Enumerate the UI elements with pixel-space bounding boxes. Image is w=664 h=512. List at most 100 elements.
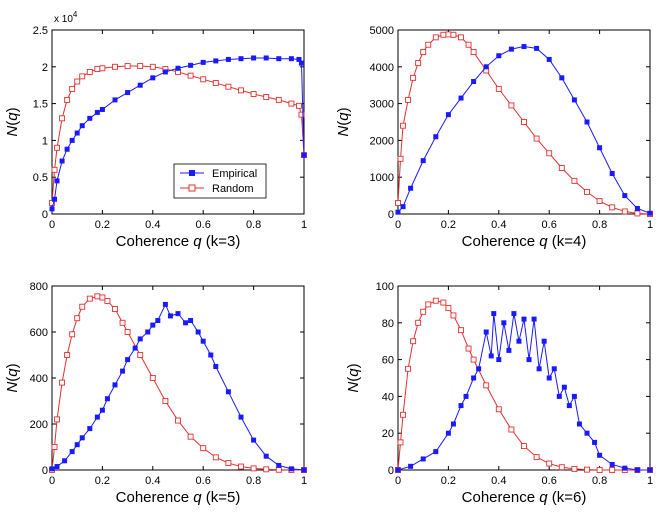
- data-point-empirical-k6: [592, 439, 598, 445]
- y-tick-label-k4: 2000: [370, 135, 394, 147]
- x-tick-label-k3: 0.8: [246, 219, 261, 231]
- data-point-random-k5: [263, 466, 270, 473]
- data-point-empirical-k3: [52, 196, 58, 202]
- y-axis-label-k6: N(q): [345, 363, 362, 392]
- data-point-random-k5: [119, 319, 126, 326]
- data-point-random-k6: [533, 454, 540, 461]
- data-point-empirical-k3: [188, 62, 194, 68]
- data-point-empirical-k3: [54, 178, 60, 184]
- data-point-empirical-k5: [251, 437, 257, 443]
- data-point-random-k4: [440, 31, 447, 38]
- data-point-random-k3: [86, 68, 93, 75]
- y-tick-label-k3: 0: [42, 209, 48, 221]
- y-tick-label-k3: 1: [42, 135, 48, 147]
- data-point-random-k6: [483, 382, 490, 389]
- data-point-random-k5: [54, 416, 60, 423]
- x-tick-label-k4: 0.6: [542, 219, 557, 231]
- data-point-empirical-k5: [301, 467, 307, 473]
- data-point-random-k6: [440, 299, 447, 306]
- data-point-random-k5: [51, 444, 58, 450]
- data-point-empirical-k6: [561, 384, 567, 390]
- data-point-empirical-k5: [213, 364, 219, 369]
- data-point-random-k6: [450, 312, 457, 319]
- data-point-empirical-k5: [175, 311, 181, 317]
- data-point-empirical-k5: [288, 466, 294, 472]
- data-point-empirical-k3: [150, 75, 156, 81]
- data-point-empirical-k5: [162, 301, 168, 307]
- data-point-empirical-k6: [483, 329, 489, 335]
- data-point-empirical-k5: [94, 414, 100, 420]
- data-point-empirical-k5: [276, 462, 282, 468]
- data-point-random-k5: [250, 465, 257, 472]
- data-point-random-k6: [425, 301, 432, 308]
- data-point-empirical-k4: [647, 210, 653, 216]
- y-tick-label-k5: 0: [42, 465, 48, 477]
- series-k6: [395, 297, 653, 473]
- data-point-empirical-k5: [74, 442, 80, 448]
- data-point-random-k5: [162, 398, 169, 404]
- y-ticks-k5: 0 200 400 600 800: [30, 281, 304, 477]
- data-point-random-k3: [49, 200, 55, 206]
- data-point-empirical-k6: [571, 393, 577, 399]
- series-k5: [49, 293, 307, 473]
- data-point-empirical-k3: [49, 206, 55, 212]
- x-axis-label-k5: Coherence q (k=5): [116, 489, 241, 506]
- y-tick-label-k6: 100: [376, 281, 394, 293]
- data-point-random-k4: [465, 41, 472, 48]
- data-point-empirical-k4: [546, 56, 552, 62]
- data-point-random-k4: [410, 74, 417, 81]
- data-point-random-k3: [69, 85, 76, 92]
- data-point-empirical-k3: [74, 130, 80, 136]
- x-axis-label-k4: Coherence q (k=4): [462, 233, 587, 250]
- data-point-empirical-k3: [200, 59, 206, 65]
- data-point-empirical-k5: [112, 382, 118, 388]
- data-point-random-k6: [495, 406, 502, 413]
- y-ticks-k3: 0 0.5 1 1.5 2 2.5: [33, 25, 304, 221]
- data-point-empirical-k4: [521, 44, 527, 50]
- data-point-random-k4: [584, 188, 590, 195]
- data-point-empirical-k3: [162, 69, 168, 75]
- panel-k4: 0 0.2 0.4 0.6 0.8 1 0 1000 2000 3000 4000 5000 Coh…: [335, 25, 653, 250]
- data-point-random-k3: [275, 96, 282, 103]
- y-tick-label-k6: 0: [388, 465, 394, 477]
- data-point-random-k4: [508, 102, 515, 109]
- data-point-random-k3: [51, 166, 58, 173]
- data-point-empirical-k6: [395, 467, 401, 473]
- y-scale-label-k3: x 104: [54, 10, 78, 25]
- x-ticks-k3: 0 0.2 0.4 0.6 0.8 1: [49, 30, 307, 231]
- data-point-random-k3: [59, 115, 66, 122]
- data-point-empirical-k6: [420, 456, 426, 462]
- data-point-random-k5: [124, 329, 131, 335]
- data-point-random-k6: [397, 439, 404, 446]
- data-point-random-k3: [225, 83, 232, 90]
- data-point-random-k5: [79, 303, 86, 310]
- x-tick-label-k3: 0: [49, 219, 55, 231]
- data-point-random-k5: [104, 298, 111, 304]
- data-point-empirical-k4: [534, 45, 540, 51]
- data-point-empirical-k5: [150, 322, 156, 328]
- data-point-random-k3: [124, 63, 131, 70]
- data-point-random-k5: [86, 295, 93, 302]
- data-point-random-k6: [584, 466, 590, 473]
- data-point-empirical-k5: [145, 329, 151, 335]
- data-point-random-k4: [558, 165, 565, 171]
- data-point-empirical-k3: [125, 90, 131, 96]
- legend-random-label: Random: [212, 183, 254, 195]
- data-point-empirical-k4: [571, 97, 577, 103]
- data-point-empirical-k6: [511, 311, 517, 317]
- data-point-empirical-k5: [167, 313, 173, 319]
- y-tick-label-k4: 0: [388, 209, 394, 221]
- data-point-random-k4: [445, 31, 452, 38]
- data-point-empirical-k5: [208, 352, 214, 358]
- data-point-random-k5: [69, 331, 76, 338]
- data-point-random-k4: [571, 177, 578, 184]
- data-point-empirical-k3: [99, 106, 105, 112]
- data-point-random-k3: [200, 76, 207, 83]
- legend-empirical-marker: [189, 170, 195, 176]
- data-point-empirical-k4: [400, 204, 406, 210]
- data-point-random-k5: [137, 352, 144, 358]
- x-tick-label-k6: 0: [395, 475, 401, 487]
- y-tick-label-k3: 0.5: [33, 172, 48, 184]
- x-axis-label-k3: Coherence q (k=3): [116, 233, 241, 250]
